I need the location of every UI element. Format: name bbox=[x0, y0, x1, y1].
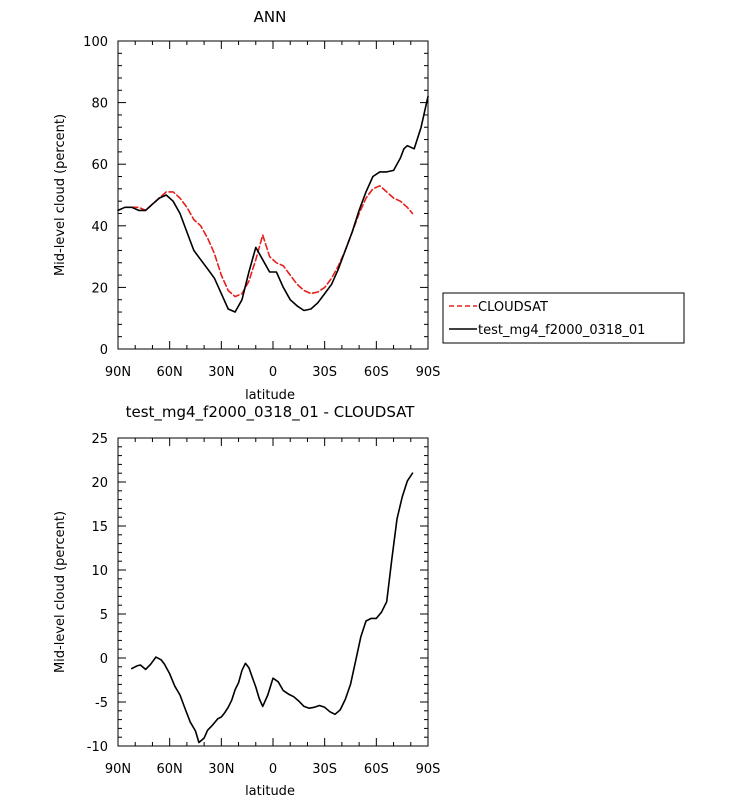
x-tick-label: 90S bbox=[416, 365, 441, 380]
chart-title: test_mg4_f2000_0318_01 - CLOUDSAT bbox=[126, 403, 416, 422]
y-tick-label: -5 bbox=[95, 696, 108, 711]
x-tick-label: 60N bbox=[157, 365, 183, 380]
y-tick-label: 60 bbox=[91, 158, 108, 173]
y-tick-label: 10 bbox=[91, 564, 108, 579]
chart-title: ANN bbox=[254, 8, 287, 26]
x-axis-label: latitude bbox=[245, 784, 295, 799]
legend-label-cloudsat: CLOUDSAT bbox=[478, 300, 548, 315]
y-tick-label: 25 bbox=[91, 432, 108, 447]
y-tick-label: 80 bbox=[91, 97, 108, 112]
y-tick-label: 20 bbox=[91, 281, 108, 296]
y-tick-label: 0 bbox=[100, 652, 108, 667]
x-tick-label: 0 bbox=[269, 365, 277, 380]
y-tick-label: 0 bbox=[100, 343, 108, 358]
series-lines bbox=[117, 95, 429, 313]
y-axis-label: Mid-level cloud (percent) bbox=[53, 511, 68, 673]
series-line-difference bbox=[131, 472, 414, 744]
series-line-test-mg4-f2000-0318-01 bbox=[117, 95, 429, 313]
y-tick-label: 100 bbox=[83, 35, 108, 50]
y-tick-label: 5 bbox=[100, 608, 108, 623]
y-tick-label: -10 bbox=[87, 740, 108, 755]
x-tick-label: 60N bbox=[157, 762, 183, 777]
y-tick-label: 40 bbox=[91, 220, 108, 235]
x-tick-label: 90N bbox=[105, 762, 131, 777]
axis-ticks: -10 -5 0 5 10 15 20 25 90N 60N 30N 0 30S 60S 90S bbox=[87, 432, 441, 777]
x-tick-label: 90S bbox=[416, 762, 441, 777]
x-tick-label: 30S bbox=[312, 365, 337, 380]
chart-panel-difference: test_mg4_f2000_0318_01 - CLOUDSAT Mid-le… bbox=[53, 403, 440, 799]
x-tick-label: 60S bbox=[364, 762, 389, 777]
y-tick-label: 20 bbox=[91, 476, 108, 491]
series-line-cloudsat bbox=[131, 185, 414, 298]
y-axis-label: Mid-level cloud (percent) bbox=[53, 114, 68, 276]
plot-frame bbox=[117, 437, 429, 747]
x-tick-label: 30S bbox=[312, 762, 337, 777]
axis-ticks: 0 20 40 60 80 100 90N 60N 30N 0 30S 60S 90S bbox=[83, 35, 440, 380]
series-lines bbox=[131, 472, 414, 744]
x-tick-label: 0 bbox=[269, 762, 277, 777]
legend-label-model: test_mg4_f2000_0318_01 bbox=[478, 323, 645, 338]
y-tick-label: 15 bbox=[91, 520, 108, 535]
x-tick-label: 90N bbox=[105, 365, 131, 380]
legend: CLOUDSAT test_mg4_f2000_0318_01 bbox=[442, 292, 685, 344]
x-tick-label: 60S bbox=[364, 365, 389, 380]
legend-box bbox=[442, 292, 685, 344]
plot-frame bbox=[117, 40, 429, 350]
x-axis-label: latitude bbox=[245, 388, 295, 403]
chart-panel-annual: ANN Mid-level cloud (percent) latitude 0… bbox=[53, 8, 440, 403]
x-tick-label: 30N bbox=[208, 762, 234, 777]
x-tick-label: 30N bbox=[208, 365, 234, 380]
